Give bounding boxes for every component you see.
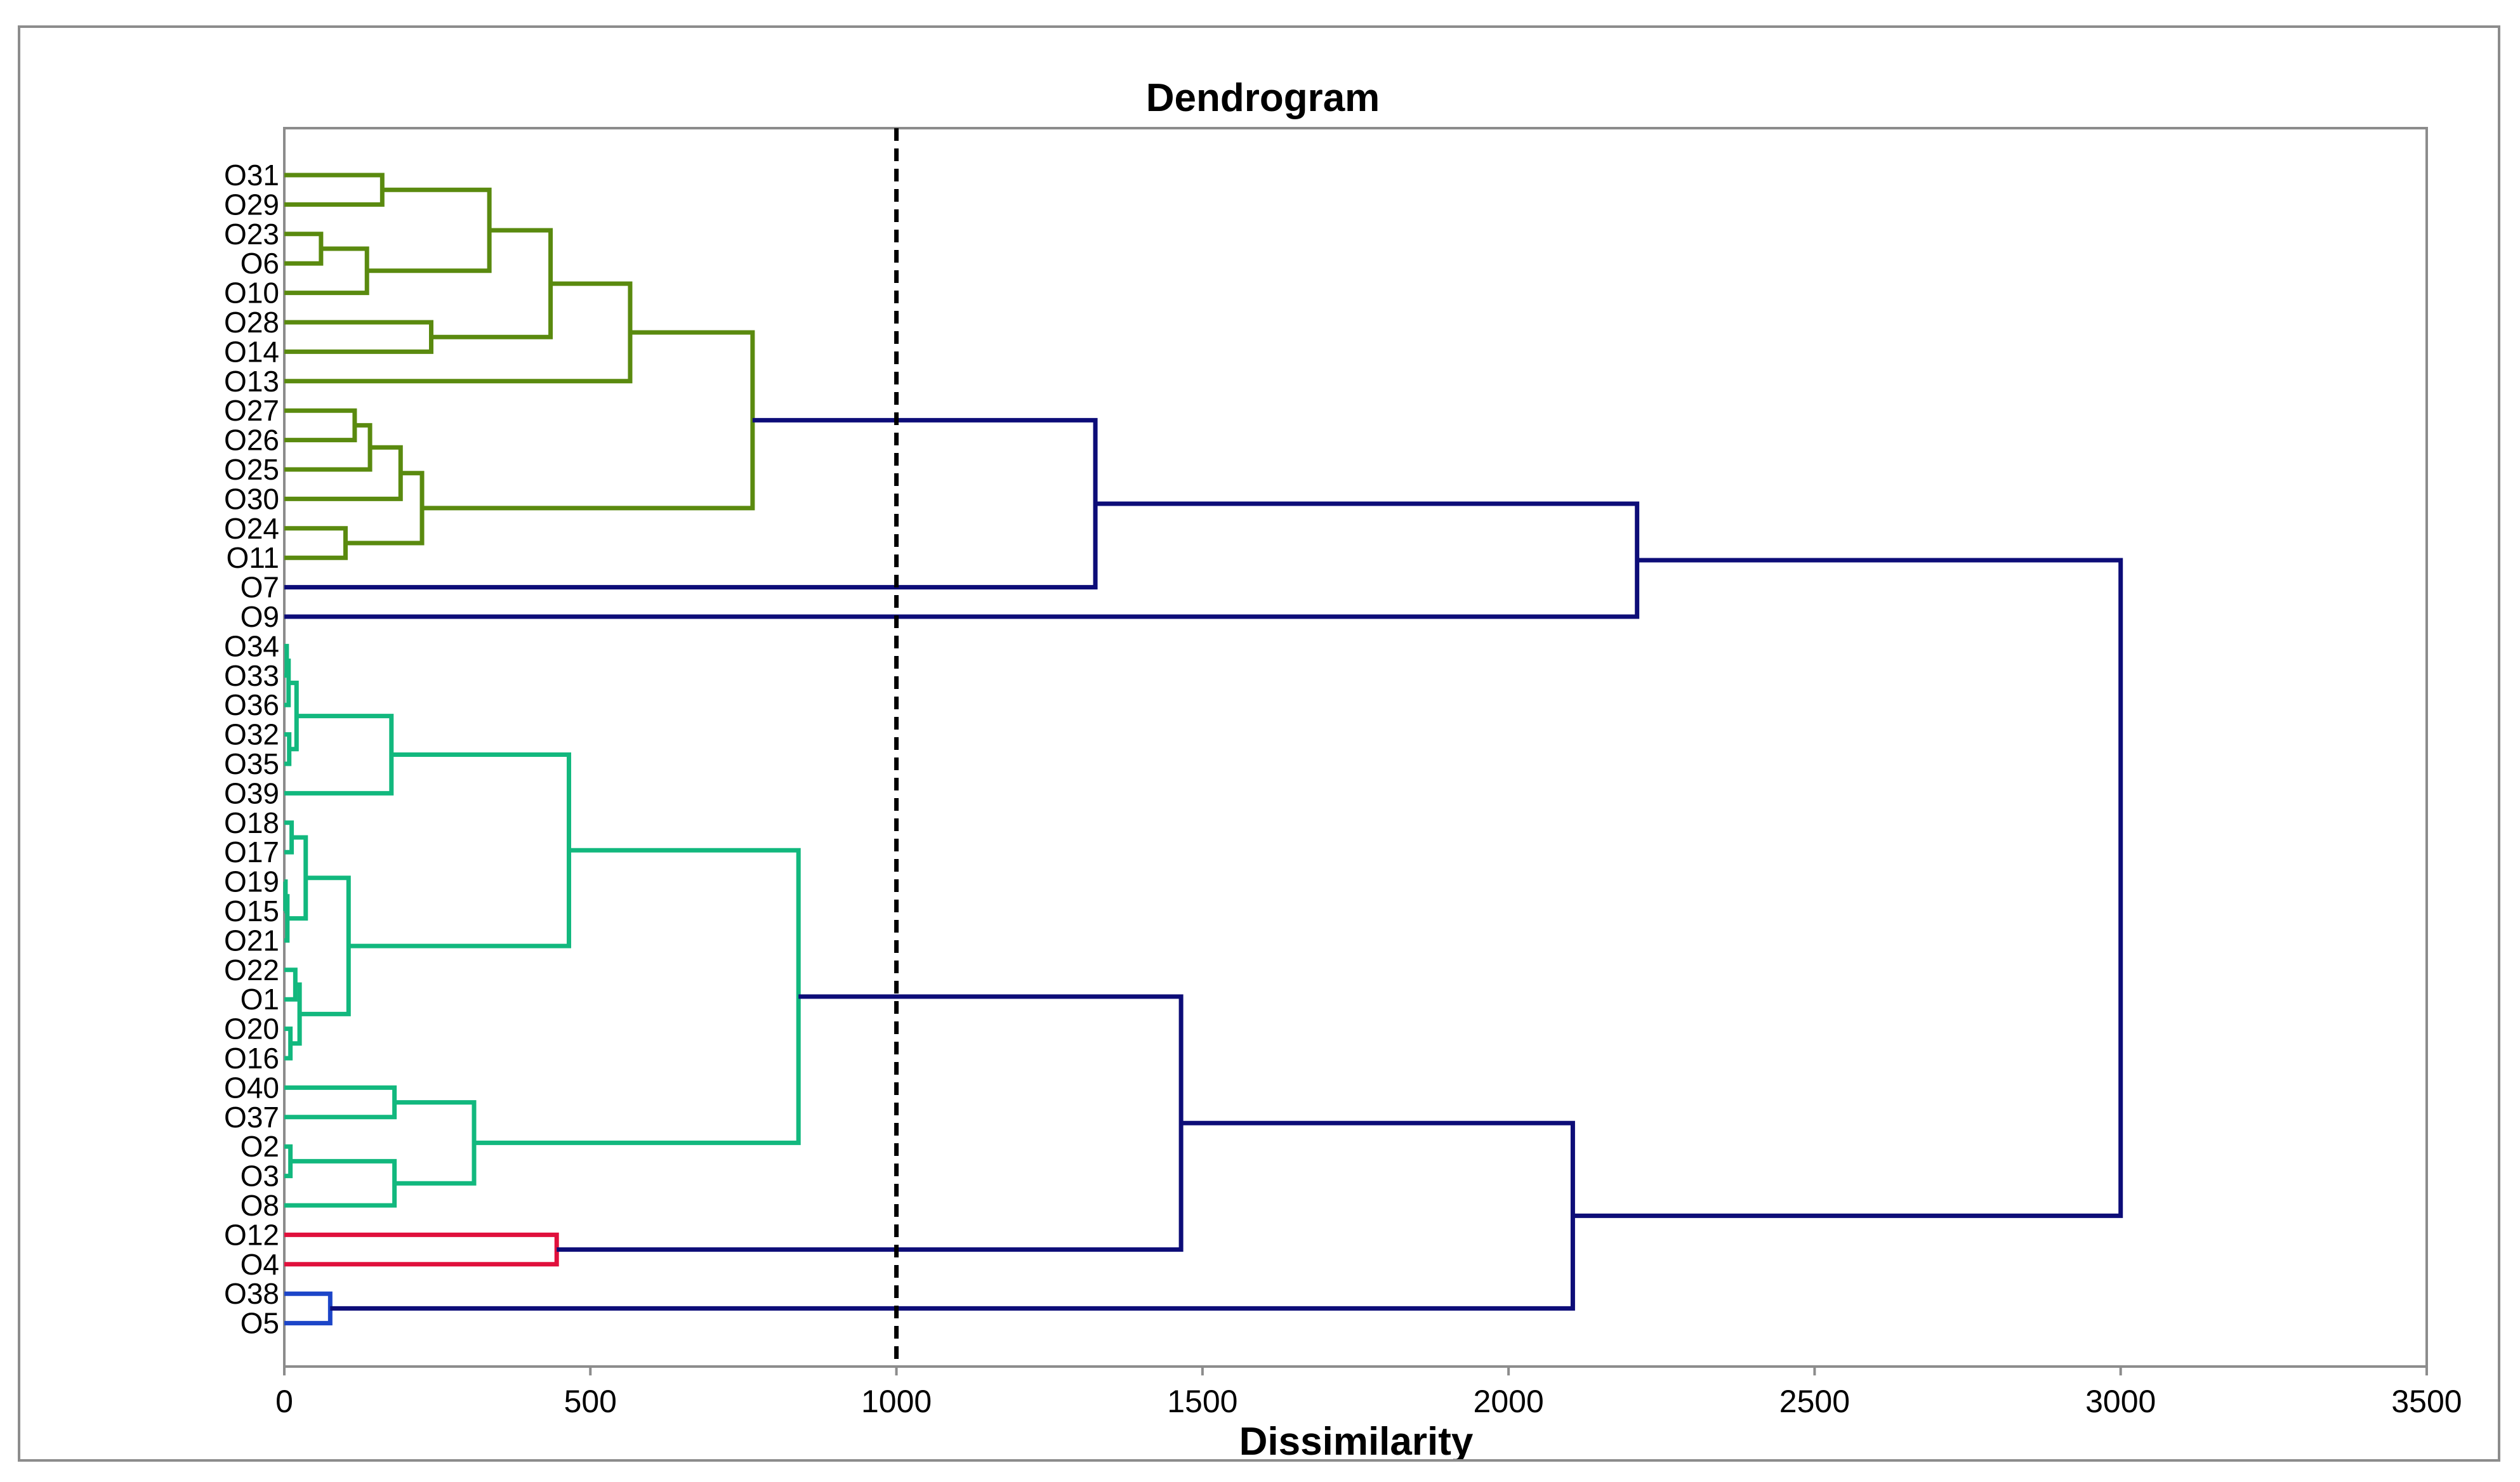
- x-tick-label-3000: 3000: [2085, 1384, 2156, 1419]
- merge-link-m4: [367, 187, 492, 273]
- plot-area: [283, 127, 2428, 1368]
- merge-link-m33: [394, 1100, 477, 1186]
- leaf-label-o21: O21: [224, 924, 279, 957]
- leaf-label-o18: O18: [224, 806, 279, 839]
- leaf-label-o28: O28: [224, 306, 279, 339]
- x-tick-label-3500: 3500: [2391, 1384, 2462, 1419]
- leaf-label-o39: O39: [224, 777, 279, 810]
- merge-link-m13: [422, 330, 755, 511]
- leaf-label-o1: O1: [241, 983, 279, 1016]
- leaf-label-o3: O3: [241, 1160, 279, 1193]
- leaf-label-o17: O17: [224, 836, 279, 869]
- dendrogram-chart: Dendrogram O31O29O23O6O10O28O14O13O27O26…: [224, 76, 2462, 1459]
- leaf-label-o38: O38: [224, 1277, 279, 1310]
- x-tick-label-1000: 1000: [861, 1384, 932, 1419]
- merge-link-m8: [284, 408, 357, 443]
- chart-title: Dendrogram: [1146, 76, 1380, 120]
- merge-link-m15: [284, 501, 1640, 619]
- leaf-label-o11: O11: [226, 541, 279, 574]
- leaf-label-o15: O15: [224, 895, 279, 928]
- merge-link-m20: [284, 714, 394, 796]
- leaf-label-o10: O10: [224, 277, 279, 310]
- leaf-label-o25: O25: [224, 453, 279, 486]
- leaf-label-o22: O22: [224, 954, 279, 987]
- merge-link-m14: [284, 417, 1098, 590]
- x-tick-label-2000: 2000: [1474, 1384, 1544, 1419]
- x-tick-label-0: 0: [275, 1384, 293, 1419]
- merge-link-m1: [284, 173, 385, 207]
- chart-frame: Dendrogram O31 O29 O23 O6 O10 O28 O14 O13 O27 O26…: [18, 25, 2500, 1462]
- merge-link-m30: [284, 1085, 397, 1120]
- merge-link-m3: [284, 246, 369, 296]
- leaf-label-o20: O20: [224, 1013, 279, 1046]
- merge-link-m5: [284, 320, 433, 354]
- leaf-label-o6: O6: [241, 247, 279, 280]
- leaf-label-o14: O14: [224, 335, 279, 368]
- leaf-label-o34: O34: [224, 629, 279, 662]
- merge-link-m32: [284, 1158, 397, 1208]
- leaf-label-o16: O16: [224, 1042, 279, 1075]
- merge-link-m27: [290, 982, 302, 1046]
- leaf-label-o19: O19: [224, 865, 279, 898]
- leaf-label-o2: O2: [241, 1130, 279, 1163]
- leaf-label-o40: O40: [224, 1071, 279, 1104]
- leaf-label-o32: O32: [224, 718, 279, 751]
- leaf-label-o9: O9: [241, 600, 279, 633]
- merge-link-m25: [284, 967, 298, 1002]
- leaf-label-o36: O36: [224, 688, 279, 721]
- leaf-label-o7: O7: [241, 571, 279, 604]
- leaf-label-o35: O35: [224, 747, 279, 780]
- leaf-label-o33: O33: [224, 659, 279, 692]
- merge-link-m39: [1573, 558, 2123, 1218]
- merge-link-m2: [284, 232, 324, 266]
- merge-link-m36: [557, 994, 1184, 1252]
- leaf-label-o24: O24: [224, 512, 279, 545]
- leaf-label-o13: O13: [224, 365, 279, 398]
- merge-link-m35: [284, 1232, 559, 1267]
- leaf-label-o30: O30: [224, 482, 279, 515]
- merge-link-m38: [330, 1120, 1575, 1311]
- leaf-label-o4: O4: [241, 1248, 279, 1281]
- leaf-label-o5: O5: [241, 1307, 279, 1340]
- dendrogram-links: [283, 173, 2123, 1326]
- leaf-label-o29: O29: [224, 188, 279, 221]
- x-tick-label-500: 500: [564, 1384, 617, 1419]
- leaf-label-o37: O37: [224, 1101, 279, 1134]
- merge-link-m34: [474, 848, 801, 1145]
- leaf-label-o23: O23: [224, 218, 279, 251]
- x-tick-label-2500: 2500: [1779, 1384, 1850, 1419]
- merge-link-m7: [284, 281, 633, 384]
- leaf-label-o31: O31: [224, 159, 279, 192]
- merge-link-m12: [345, 471, 425, 546]
- leaf-labels: O31O29O23O6O10O28O14O13O27O26O25O30O24O1…: [224, 159, 279, 1340]
- merge-link-m19: [288, 680, 299, 752]
- leaf-label-o12: O12: [224, 1218, 279, 1251]
- merge-link-m11: [284, 526, 348, 560]
- leaf-label-o27: O27: [224, 394, 279, 427]
- merge-link-m29: [348, 752, 572, 948]
- leaf-label-o26: O26: [224, 424, 279, 457]
- x-axis-ticks: 0 500 1000 1500 2000 2500 3000 3500: [275, 1367, 2462, 1419]
- merge-link-m9: [284, 423, 373, 472]
- merge-link-m37: [284, 1291, 333, 1326]
- leaf-label-o8: O8: [241, 1189, 279, 1222]
- merge-link-m10: [284, 445, 403, 501]
- x-axis-label: Dissimilarity: [1239, 1420, 1474, 1459]
- x-tick-label-1500: 1500: [1167, 1384, 1237, 1419]
